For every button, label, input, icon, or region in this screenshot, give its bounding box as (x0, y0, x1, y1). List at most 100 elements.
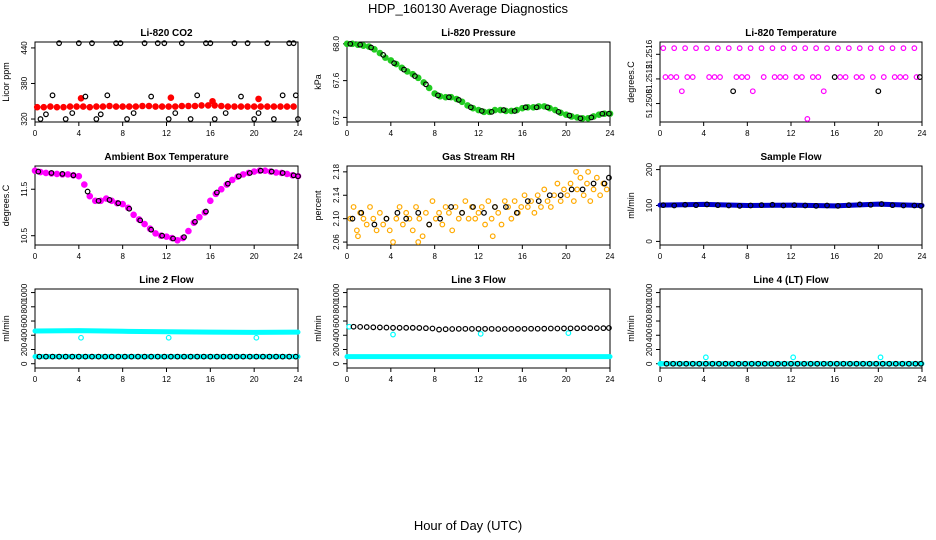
data-point (60, 103, 67, 111)
chart-title: Sample Flow (760, 152, 821, 163)
data-point (165, 103, 172, 110)
data-point (541, 325, 548, 332)
data-point (804, 116, 811, 122)
y-tick-label: 0 (645, 361, 654, 366)
data-point (253, 334, 260, 341)
plot-frame (659, 41, 923, 123)
data-point (78, 334, 84, 341)
data-point (224, 103, 232, 110)
data-point (449, 326, 456, 332)
data-point (813, 45, 820, 52)
data-point (181, 353, 187, 360)
y-tick-label: 10.5 (20, 227, 29, 243)
chart-title: Line 2 Flow (139, 275, 194, 286)
series-red (33, 94, 297, 111)
data-point (106, 102, 113, 110)
y-tick-label: 2.18 (332, 164, 341, 180)
y-tick-label: 0 (332, 361, 341, 366)
data-point (573, 168, 579, 175)
data-point (869, 74, 876, 80)
data-point (376, 324, 383, 331)
x-tick-label: 8 (432, 375, 437, 384)
data-point (522, 104, 529, 111)
data-point (813, 202, 820, 209)
data-point (544, 198, 551, 205)
data-point (350, 204, 357, 210)
data-point (200, 353, 207, 360)
data-point (585, 168, 591, 175)
data-point (534, 325, 541, 332)
series-blue (657, 201, 925, 209)
data-point (725, 45, 732, 52)
y-tick-label: 200 (645, 342, 654, 356)
x-tick-label: 8 (745, 252, 750, 261)
data-point (714, 202, 721, 209)
data-point (455, 325, 462, 332)
data-point (601, 180, 608, 187)
data-point (547, 325, 554, 332)
data-point (393, 215, 400, 222)
data-point (574, 186, 581, 193)
data-point (148, 93, 155, 100)
data-point (693, 202, 699, 209)
x-tick-label: 24 (294, 129, 303, 138)
data-point (141, 40, 148, 47)
data-point (253, 353, 260, 360)
y-tick-label: 51.2516 (645, 39, 654, 68)
y-tick-label: 800 (645, 300, 654, 314)
chart-title: Gas Stream RH (442, 152, 515, 163)
data-point (75, 40, 82, 47)
data-point (845, 45, 852, 52)
data-point (554, 180, 561, 187)
chart-panel-gas_rh: Gas Stream RH percent 0 4 8 12 16 20 24 2.06 2.10 2… (313, 152, 615, 261)
data-point (401, 66, 407, 73)
data-point (246, 170, 253, 176)
data-point (867, 45, 874, 52)
data-point (842, 74, 849, 80)
data-point (780, 202, 787, 209)
data-point (35, 168, 42, 175)
data-point (290, 103, 297, 110)
data-point (683, 360, 690, 367)
data-point (358, 209, 365, 216)
data-point (415, 209, 422, 216)
data-point (495, 326, 502, 332)
data-point (716, 360, 722, 367)
data-point (419, 233, 426, 240)
data-point (135, 216, 143, 223)
data-point (735, 360, 742, 367)
data-point (31, 167, 39, 174)
series-cyan (78, 334, 260, 341)
data-point (555, 108, 562, 115)
data-point (174, 353, 181, 360)
data-point (53, 170, 61, 178)
data-point (845, 202, 852, 209)
series-black (36, 353, 299, 360)
x-tick-label: 12 (474, 252, 483, 261)
data-point (357, 41, 364, 48)
data-point (482, 325, 488, 332)
x-tick-label: 8 (120, 252, 125, 261)
data-point (158, 103, 166, 110)
data-point (557, 198, 564, 205)
data-point (207, 197, 214, 205)
series-black (663, 360, 924, 367)
data-point (470, 204, 476, 210)
y-axis-label: ml/min (1, 315, 11, 342)
data-point (187, 353, 194, 360)
data-point (119, 103, 126, 110)
x-tick-label: 0 (345, 129, 350, 138)
data-point (93, 116, 100, 122)
data-point (709, 360, 716, 367)
data-point (196, 213, 203, 221)
y-tick-label: 68.0 (332, 36, 341, 52)
data-point (108, 353, 115, 360)
x-tick-label: 4 (389, 129, 394, 138)
data-point (755, 360, 762, 367)
data-point (211, 116, 218, 122)
data-point (185, 227, 192, 235)
data-point (911, 45, 918, 52)
data-point (95, 353, 102, 360)
data-point (357, 323, 364, 330)
data-point (409, 324, 416, 331)
